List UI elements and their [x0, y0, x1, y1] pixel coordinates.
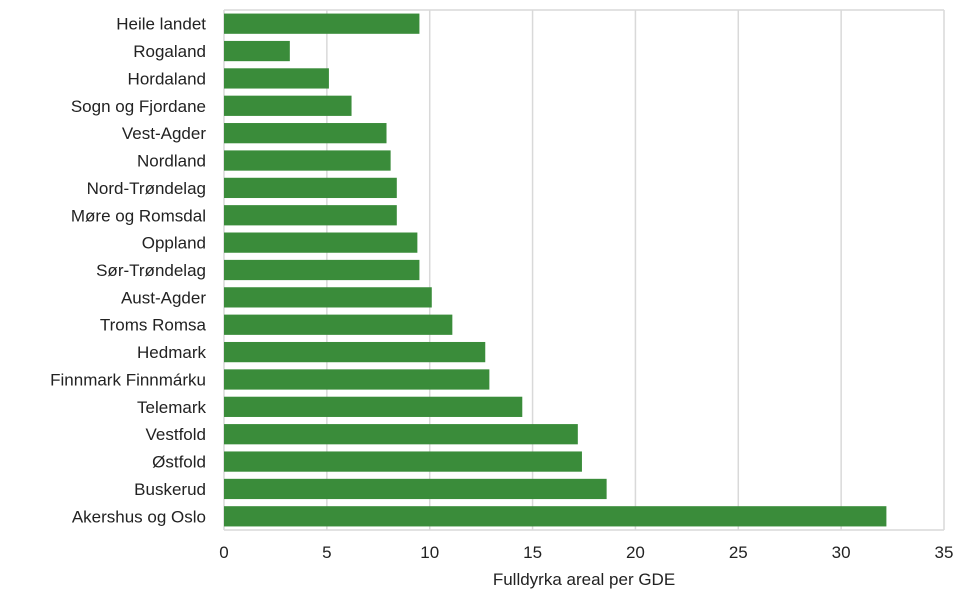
y-tick-label: Hedmark	[137, 343, 206, 362]
y-tick-label: Vest-Agder	[122, 124, 206, 143]
y-tick-label: Akershus og Oslo	[72, 507, 206, 526]
bar	[224, 123, 387, 144]
x-tick-label: 5	[322, 543, 331, 562]
y-tick-label: Rogaland	[133, 42, 206, 61]
x-tick-label: 0	[219, 543, 228, 562]
x-axis-label: Fulldyrka areal per GDE	[493, 570, 675, 589]
y-tick-label: Nord-Trøndelag	[87, 179, 206, 198]
bar	[224, 205, 397, 226]
bar	[224, 451, 582, 472]
bar	[224, 314, 453, 335]
y-tick-label: Sogn og Fjordane	[71, 97, 206, 116]
bar	[224, 177, 397, 199]
bar	[224, 341, 486, 363]
bar	[224, 396, 523, 417]
bar	[224, 287, 432, 308]
bar	[224, 506, 887, 527]
y-tick-label: Oppland	[142, 234, 206, 253]
y-tick-label: Aust-Agder	[121, 288, 206, 307]
y-tick-label: Sør-Trøndelag	[96, 261, 206, 280]
y-tick-label: Buskerud	[134, 480, 206, 499]
bar	[224, 150, 391, 171]
x-tick-label: 15	[523, 543, 542, 562]
bar	[224, 478, 607, 500]
y-tick-label: Heile landet	[116, 15, 206, 34]
y-tick-label: Møre og Romsdal	[71, 206, 206, 225]
y-tick-label: Hordaland	[128, 69, 206, 88]
y-tick-label: Troms Romsa	[100, 316, 207, 335]
x-tick-label: 20	[626, 543, 645, 562]
bar	[224, 40, 290, 62]
y-tick-label: Finnmark Finnmárku	[50, 370, 206, 389]
x-tick-label: 10	[420, 543, 439, 562]
bar	[224, 68, 329, 89]
x-tick-label: 35	[935, 543, 954, 562]
x-tick-label: 30	[832, 543, 851, 562]
y-tick-label: Østfold	[152, 453, 206, 472]
bar	[224, 259, 420, 281]
bar	[224, 232, 418, 253]
bar-layer	[224, 13, 887, 527]
x-tick-label: 25	[729, 543, 748, 562]
bar	[224, 95, 352, 116]
bar	[224, 369, 490, 390]
bar	[224, 13, 420, 34]
y-tick-label: Nordland	[137, 152, 206, 171]
y-tick-label: Telemark	[137, 398, 206, 417]
x-tick-labels: 0 5 10 15 20 25 30 35	[219, 543, 953, 562]
y-tick-label: Vestfold	[146, 425, 207, 444]
y-tick-labels: Heile landet Rogaland Hordaland Sogn og Fjo…	[50, 15, 206, 527]
bar	[224, 424, 578, 445]
